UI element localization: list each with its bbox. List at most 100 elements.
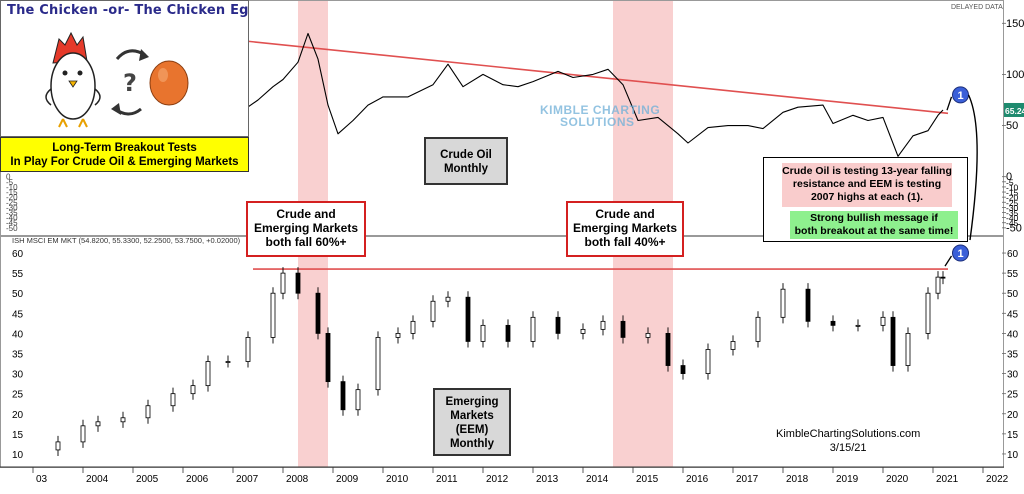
bottom-right-tick-label-1: 55 — [1007, 269, 1019, 280]
eem-candle-body-24 — [480, 324, 486, 342]
eem-label-line-2: Markets — [450, 410, 494, 422]
top-left-tick-label-7: -20 — [6, 193, 18, 202]
eem-candle-body-15 — [325, 332, 331, 383]
bottom-left-tick-label-3: 45 — [12, 309, 24, 320]
eem-candle-body-19 — [395, 332, 401, 338]
watermark-line-1: KIMBLE CHARTING — [540, 103, 661, 117]
bottom-right-tick-label-4: 40 — [1007, 329, 1019, 340]
x-tick-label-1: 2004 — [86, 474, 109, 485]
top-right-tick-label-10: -35 — [1006, 208, 1019, 218]
fall-2014-line-3: both fall 40%+ — [584, 235, 666, 249]
x-tick-label-18: 2021 — [936, 474, 959, 485]
top-left-tick-label-13: -50 — [6, 224, 18, 233]
eem-candle-body-2 — [80, 425, 86, 443]
eem-candle-body-28 — [580, 328, 586, 334]
top-left-tick-label-4: -5 — [6, 178, 14, 187]
eem-label: Emerging Markets (EEM) Monthly — [433, 388, 511, 456]
question-mark: ? — [123, 69, 137, 97]
bottom-right-tick-label-3: 45 — [1007, 309, 1019, 320]
callout-green-line-1: Strong bullish message if — [810, 212, 938, 224]
callout-box: Crude Oil is testing 13-year falling res… — [763, 157, 968, 242]
axis-strip — [1004, 0, 1024, 494]
eem-label-line-1: Emerging — [445, 396, 499, 408]
eem-candle-body-17 — [355, 389, 361, 411]
x-tick-label-11: 2014 — [586, 474, 609, 485]
eem-candle-body-14 — [315, 292, 321, 334]
fall-2008-line-3: both fall 60%+ — [265, 235, 347, 249]
eem-header: ISH MSCI EM MKT (54.8200, 55.3300, 52.25… — [12, 236, 241, 245]
eem-candle-body-38 — [805, 288, 811, 322]
top-right-tick-label-7: -20 — [1006, 193, 1019, 203]
crude-marker-arrow — [946, 96, 953, 111]
eem-candle-body-3 — [95, 421, 101, 427]
top-right-tick-label-13: -50 — [1006, 222, 1022, 234]
bottom-left-tick-label-8: 20 — [12, 410, 24, 421]
top-right-tick-label-3: 0 — [1006, 171, 1012, 183]
callout-pink-line-3: 2007 highs at each (1). — [810, 191, 924, 203]
last-value-badge — [1004, 102, 1024, 117]
x-tick-label-5: 2008 — [286, 474, 309, 485]
fall-2008-note: Crude and Emerging Markets both fall 60%… — [246, 201, 366, 257]
x-tick-label-4: 2007 — [236, 474, 259, 485]
x-tick-label-17: 2020 — [886, 474, 909, 485]
bottom-left-tick-label-6: 30 — [12, 370, 24, 381]
x-tick-label-12: 2015 — [636, 474, 659, 485]
bottom-right-tick-label-0: 60 — [1007, 249, 1019, 260]
delayed-data-label: DELAYED DATA — [951, 4, 1003, 11]
eem-candle-body-7 — [190, 385, 196, 395]
top-left-tick-label-6: -15 — [6, 188, 18, 197]
last-value-label: 65.24 — [1005, 106, 1024, 116]
eem-candle-body-37 — [780, 288, 786, 318]
top-right-tick-label-12: -45 — [1006, 218, 1019, 228]
eem-candle-body-43 — [905, 332, 911, 366]
eem-candle-body-4 — [120, 417, 126, 423]
top-right-tick-label-11: -40 — [1006, 213, 1019, 223]
watermark: KIMBLE CHARTING SOLUTIONS — [540, 104, 660, 128]
eem-candle-body-25 — [505, 324, 511, 342]
crude-oil-series-line — [32, 32, 944, 157]
eem-candle-body-42 — [890, 316, 896, 366]
eem-candle-body-46 — [940, 276, 946, 279]
top-left-tick-label-5: -10 — [6, 183, 18, 192]
eem-candle-body-26 — [530, 316, 536, 342]
eem-candle-body-44 — [925, 292, 931, 334]
callout-resistance-note: Crude Oil is testing 13-year falling res… — [782, 163, 952, 207]
bottom-right-tick-label-6: 30 — [1007, 370, 1019, 381]
eem-candle-body-22 — [445, 296, 451, 302]
eem-candle-body-10 — [245, 337, 251, 362]
eem-candle-body-6 — [170, 393, 176, 407]
x-tick-label-3: 2006 — [186, 474, 209, 485]
eem-candle-body-36 — [755, 316, 761, 342]
callout-pink-line-2: resistance and EEM is testing — [792, 178, 942, 190]
bottom-left-tick-label-1: 55 — [12, 269, 24, 280]
bottom-right-tick-label-10: 10 — [1007, 450, 1019, 461]
top-right-tick-label-0: 150 — [1006, 18, 1024, 30]
crude-marker-label-1: 1 — [958, 90, 964, 102]
bottom-left-tick-label-4: 40 — [12, 329, 24, 340]
headline-line-1: Long-Term Breakout Tests — [52, 142, 197, 154]
x-tick-label-0: 03 — [36, 474, 48, 485]
eem-candle-body-20 — [410, 320, 416, 334]
bottom-right-tick-label-5: 35 — [1007, 349, 1019, 360]
fall-2014-line-1: Crude and — [595, 207, 655, 221]
eem-candle-body-21 — [430, 300, 436, 322]
x-tick-label-2: 2005 — [136, 474, 159, 485]
x-tick-label-16: 2019 — [836, 474, 859, 485]
x-tick-label-15: 2018 — [786, 474, 809, 485]
top-right-tick-label-5: -10 — [1006, 182, 1019, 192]
top-right-tick-label-1: 100 — [1006, 69, 1024, 81]
bottom-right-tick-label-9: 15 — [1007, 430, 1019, 441]
callout-pink-line-1: Crude Oil is testing 13-year falling — [782, 165, 952, 177]
eem-candle-body-34 — [705, 349, 711, 374]
credit: KimbleChartingSolutions.com 3/15/21 — [776, 427, 920, 455]
top-right-tick-label-8: -25 — [1006, 198, 1019, 208]
eem-marker-1 — [952, 244, 969, 262]
bottom-left-tick-label-2: 50 — [12, 289, 24, 300]
eem-candle-body-12 — [280, 272, 286, 294]
eem-candle-body-32 — [665, 332, 671, 366]
top-left-tick-label-10: -35 — [6, 209, 18, 218]
x-tick-label-8: 2011 — [436, 474, 458, 485]
callout-bullish-note: Strong bullish message if both breakout … — [790, 211, 958, 239]
eem-candle-body-18 — [375, 337, 381, 391]
